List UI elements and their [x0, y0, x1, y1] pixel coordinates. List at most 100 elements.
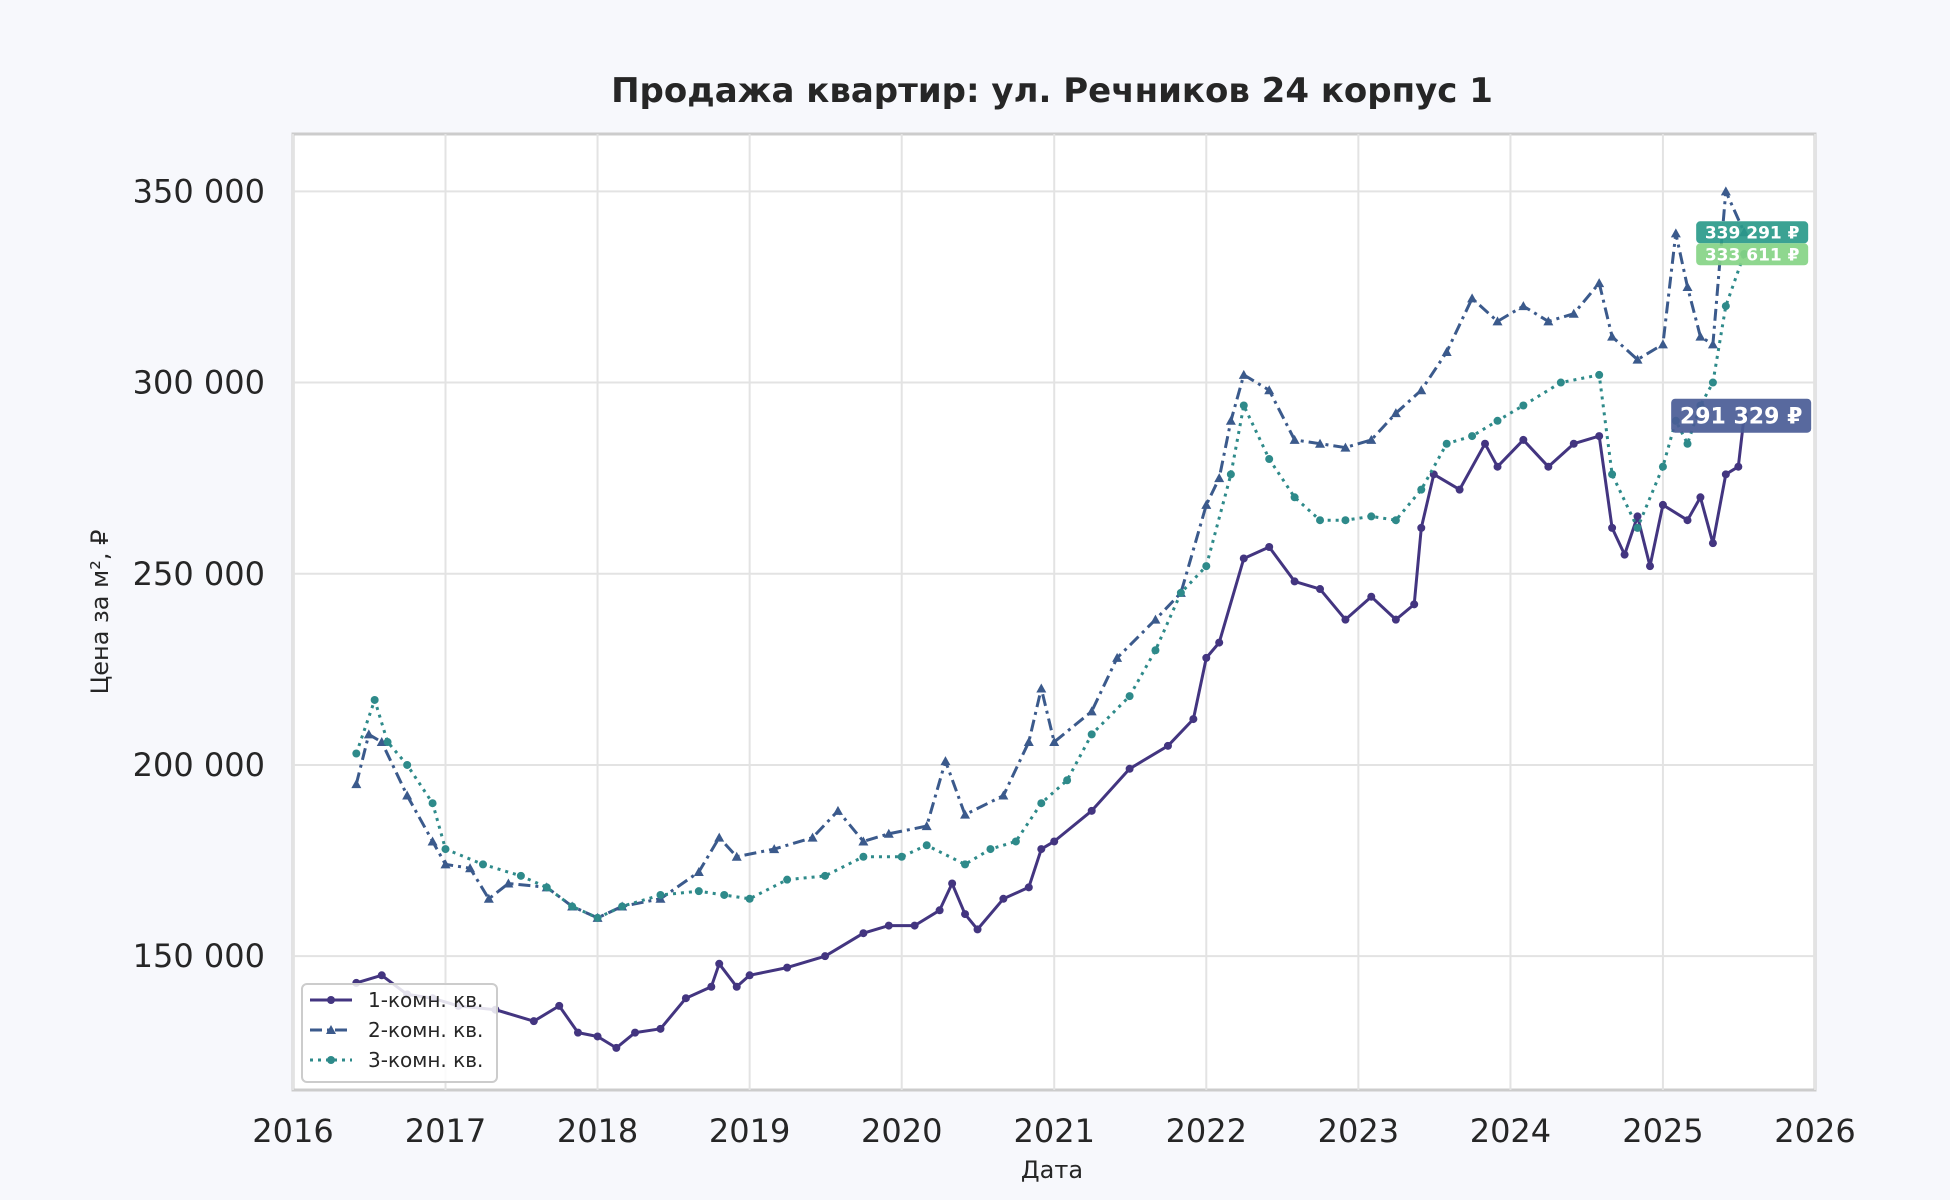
x-tick-label: 2022	[1166, 1112, 1247, 1150]
data-point	[783, 875, 792, 884]
legend-marker	[327, 996, 335, 1004]
data-point	[1316, 585, 1325, 594]
data-point	[1367, 512, 1376, 521]
data-point	[428, 799, 437, 808]
series-line	[354, 189, 1746, 920]
grid	[292, 134, 1816, 1090]
data-point	[542, 883, 551, 892]
data-point	[1290, 577, 1299, 586]
data-point	[948, 879, 957, 888]
data-point	[351, 779, 362, 789]
data-point	[1481, 439, 1490, 448]
data-point	[999, 894, 1008, 903]
y-axis: 150 000 200 000 250 000 300 000 350 000	[133, 172, 265, 975]
data-point	[1087, 806, 1096, 815]
data-point	[1708, 378, 1717, 387]
data-point	[998, 790, 1009, 800]
data-point	[1682, 281, 1693, 291]
data-point	[1163, 741, 1172, 750]
data-point	[1050, 837, 1059, 846]
data-point	[1366, 434, 1377, 444]
data-point	[1721, 470, 1730, 479]
data-point	[1341, 615, 1350, 624]
data-point	[1492, 316, 1503, 326]
data-point	[1023, 737, 1034, 747]
data-point	[1658, 462, 1667, 471]
y-tick-label: 350 000	[133, 172, 265, 210]
data-point	[1086, 706, 1097, 716]
data-point	[1683, 516, 1692, 525]
data-point	[745, 894, 754, 903]
data-point	[858, 836, 869, 846]
x-tick-label: 2019	[709, 1112, 790, 1150]
data-point	[1646, 562, 1655, 571]
data-point	[478, 860, 487, 869]
data-point	[656, 890, 665, 899]
data-point	[1049, 737, 1060, 747]
data-point	[1670, 228, 1681, 238]
data-point	[1594, 278, 1605, 288]
data-point	[1150, 614, 1161, 624]
data-point	[921, 821, 932, 831]
data-point	[1225, 415, 1236, 425]
data-point	[1595, 432, 1604, 441]
data-point	[714, 832, 725, 842]
data-point	[1391, 615, 1400, 624]
data-point	[1695, 331, 1706, 341]
data-point	[1341, 516, 1350, 525]
data-point	[1608, 523, 1617, 532]
data-point	[1556, 378, 1565, 387]
data-point	[1493, 462, 1502, 471]
data-point	[593, 913, 602, 922]
data-point	[656, 1024, 665, 1033]
data-point	[593, 1032, 602, 1041]
data-point	[1568, 308, 1579, 318]
data-point	[483, 893, 494, 903]
data-point	[1518, 301, 1529, 311]
data-point	[1125, 692, 1134, 701]
x-tick-label: 2023	[1318, 1112, 1399, 1150]
data-point	[910, 921, 919, 930]
data-point	[1708, 539, 1717, 548]
data-point	[1189, 715, 1198, 724]
y-tick-label: 300 000	[133, 364, 265, 402]
data-point	[821, 952, 830, 961]
data-point	[1201, 499, 1212, 509]
data-point	[1214, 473, 1225, 483]
data-point	[1519, 435, 1528, 444]
legend-label: 2-комн. кв.	[368, 1018, 483, 1042]
x-axis: 2016 2017 2018 2019 2020 2021 2022 2023 2024 2025…	[252, 1112, 1855, 1150]
data-point	[555, 1001, 564, 1010]
data-point	[1151, 646, 1160, 655]
data-point	[1226, 470, 1235, 479]
data-point	[1125, 764, 1134, 773]
data-point	[1202, 653, 1211, 662]
data-point	[1721, 302, 1730, 311]
data-point	[1657, 339, 1668, 349]
data-point	[573, 1028, 582, 1037]
data-point	[1238, 369, 1249, 379]
data-point	[1315, 438, 1326, 448]
end-label: 339 291 ₽	[1705, 223, 1800, 243]
data-point	[693, 867, 704, 877]
data-point	[1410, 600, 1419, 609]
data-point	[1720, 186, 1731, 196]
data-point	[1011, 837, 1020, 846]
data-point	[427, 836, 438, 846]
data-point	[769, 844, 780, 854]
data-point	[731, 851, 742, 861]
data-point	[1734, 462, 1743, 471]
data-point	[1391, 516, 1400, 525]
data-point	[1087, 730, 1096, 739]
end-label-box	[1696, 221, 1809, 244]
legend-label: 3-комн. кв.	[368, 1048, 483, 1072]
data-point	[720, 890, 729, 899]
data-point	[745, 971, 754, 980]
data-point	[1595, 370, 1604, 379]
data-point	[516, 871, 525, 880]
end-labels: 291 329 ₽ 339 291 ₽333 611 ₽	[1671, 221, 1812, 433]
data-point	[383, 738, 392, 747]
data-point	[440, 859, 451, 869]
x-tick-label: 2021	[1013, 1112, 1094, 1150]
